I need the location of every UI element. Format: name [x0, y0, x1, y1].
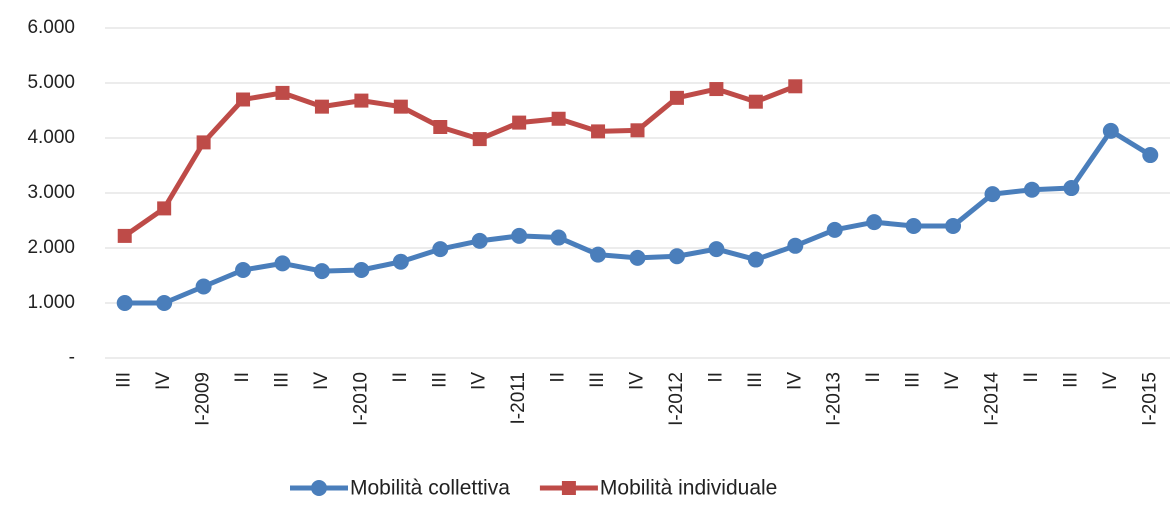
marker: [433, 120, 448, 134]
marker: [392, 253, 409, 270]
marker: [630, 123, 645, 138]
x-tick-label: III: [272, 372, 293, 388]
marker: [116, 295, 133, 311]
x-tick-label: II: [232, 372, 253, 383]
y-tick-label: 2.000: [27, 237, 75, 258]
marker: [512, 115, 527, 130]
x-tick-label: IV: [784, 372, 805, 390]
marker: [984, 186, 1001, 203]
x-tick-label: I-2012: [666, 372, 687, 426]
marker: [314, 99, 329, 114]
x-tick-label: III: [587, 372, 608, 388]
legend-item: Mobilità collettiva: [290, 477, 510, 500]
marker: [313, 263, 330, 280]
x-tick-label: II: [390, 372, 411, 383]
legend-label: Mobilità individuale: [600, 477, 777, 500]
marker: [1102, 122, 1119, 139]
x-tick-label: III: [1060, 372, 1081, 388]
marker: [157, 201, 172, 216]
x-tick-label: IV: [153, 372, 174, 390]
legend-item: Mobilità individuale: [539, 477, 777, 500]
legend-marker: [561, 481, 576, 495]
marker: [275, 85, 290, 100]
marker: [236, 92, 251, 107]
x-tick-label: II: [863, 372, 884, 383]
x-tick-label: I-2015: [1139, 372, 1160, 426]
marker: [117, 228, 132, 243]
series-line: [123, 83, 797, 238]
marker: [590, 246, 607, 263]
marker: [156, 295, 173, 311]
marker: [274, 255, 291, 272]
marker: [629, 249, 646, 266]
marker: [551, 111, 566, 126]
marker: [195, 278, 212, 295]
x-tick-label: III: [745, 372, 766, 388]
x-tick-label: II: [548, 372, 569, 383]
marker: [235, 262, 252, 278]
marker: [668, 248, 685, 265]
x-tick-label: III: [429, 372, 450, 388]
marker: [1023, 181, 1040, 198]
marker: [1142, 147, 1159, 164]
marker: [669, 90, 684, 105]
marker: [353, 262, 370, 278]
marker: [1063, 180, 1080, 197]
x-tick-label: I-2014: [982, 372, 1003, 426]
x-tick-label: IV: [627, 372, 648, 390]
x-tick-label: IV: [469, 372, 490, 390]
x-tick-label: IV: [311, 372, 332, 390]
marker: [708, 241, 725, 258]
marker: [787, 237, 804, 254]
marker: [748, 94, 763, 109]
y-tick-label: 1.000: [27, 292, 75, 313]
y-tick-label: -: [69, 347, 75, 368]
y-tick-label: 4.000: [27, 127, 75, 148]
x-tick-label: II: [1021, 372, 1042, 383]
x-tick-label: IV: [942, 372, 963, 390]
x-tick-label: I-2009: [193, 372, 214, 426]
marker: [591, 124, 606, 139]
marker: [471, 232, 488, 249]
x-tick-label: II: [705, 372, 726, 383]
legend-label: Mobilità collettiva: [350, 477, 510, 500]
marker: [196, 135, 211, 150]
marker: [550, 229, 567, 246]
marker: [709, 82, 724, 97]
x-tick-label: I-2013: [824, 372, 845, 426]
y-tick-label: 6.000: [27, 17, 75, 38]
legend-marker: [311, 480, 327, 496]
x-tick-label: I-2010: [350, 372, 371, 426]
x-tick-label: I-2011: [508, 372, 529, 424]
x-tick-label: III: [903, 372, 924, 388]
marker: [511, 227, 528, 244]
marker: [788, 79, 803, 94]
marker: [393, 99, 408, 114]
marker: [472, 132, 487, 147]
marker: [354, 93, 369, 108]
marker: [905, 218, 922, 234]
marker: [747, 251, 764, 268]
x-tick-label: III: [114, 372, 135, 388]
series-line: [124, 128, 1152, 306]
marker: [866, 214, 883, 231]
marker: [432, 241, 449, 258]
marker: [826, 221, 843, 238]
x-tick-label: IV: [1100, 372, 1121, 390]
y-tick-label: 3.000: [27, 182, 75, 203]
y-tick-label: 5.000: [27, 72, 75, 93]
marker: [945, 218, 962, 234]
